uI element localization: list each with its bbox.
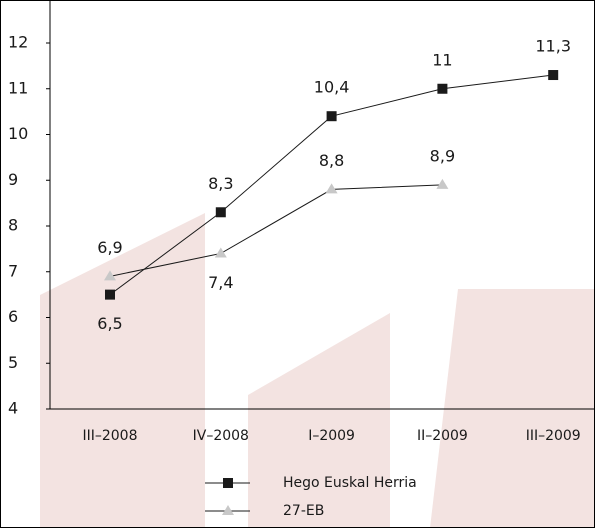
y-tick-label: 10 <box>8 124 28 143</box>
x-tick-label: II–2009 <box>417 428 468 444</box>
value-label: 8,3 <box>208 174 233 193</box>
y-tick-label: 11 <box>8 78 28 97</box>
y-tick-label: 9 <box>8 170 18 189</box>
y-tick-label: 8 <box>8 216 18 235</box>
value-label: 10,4 <box>314 78 350 97</box>
value-label: 11 <box>432 50 452 69</box>
x-tick-label: I–2009 <box>308 428 355 444</box>
value-label: 6,9 <box>97 238 122 257</box>
y-tick-label: 12 <box>8 33 28 52</box>
x-tick-label: III–2009 <box>526 428 581 444</box>
point <box>326 111 337 122</box>
point <box>104 270 116 281</box>
value-label: 6,5 <box>97 314 122 333</box>
legend-label: 27-EB <box>283 503 324 519</box>
point <box>325 183 338 194</box>
series-line <box>109 184 443 277</box>
value-label: 8,9 <box>430 146 455 165</box>
x-tick-label: III–2008 <box>82 428 137 444</box>
y-tick-label: 4 <box>8 399 18 418</box>
point <box>215 207 226 218</box>
point <box>437 83 448 94</box>
value-label: 7,4 <box>208 273 233 292</box>
legend-marker <box>223 478 233 488</box>
point <box>214 247 227 258</box>
value-label: 8,8 <box>319 151 344 170</box>
point <box>436 178 449 189</box>
value-label: 11,3 <box>535 37 571 56</box>
y-tick-label: 5 <box>8 353 18 372</box>
point <box>548 70 559 81</box>
x-tick-label: IV–2008 <box>193 428 249 444</box>
point <box>105 289 115 300</box>
y-tick-label: 7 <box>8 261 18 280</box>
y-tick-label: 6 <box>8 307 18 326</box>
legend-label: Hego Euskal Herria <box>283 475 417 491</box>
legend-marker <box>222 505 234 515</box>
